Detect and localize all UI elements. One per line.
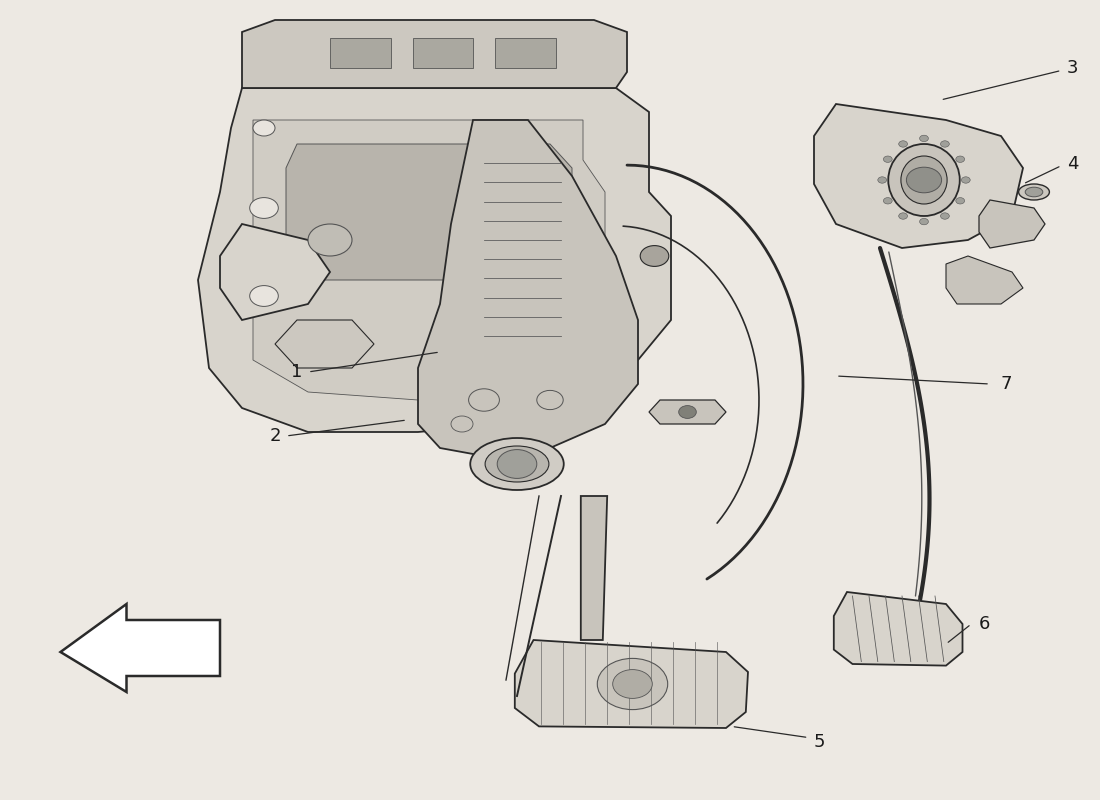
Bar: [330, 38, 390, 68]
Polygon shape: [198, 88, 671, 432]
Circle shape: [956, 156, 965, 162]
Polygon shape: [286, 144, 572, 280]
Polygon shape: [275, 320, 374, 368]
Circle shape: [469, 389, 499, 411]
Polygon shape: [946, 256, 1023, 304]
Circle shape: [940, 213, 949, 219]
Circle shape: [451, 416, 473, 432]
Circle shape: [899, 141, 907, 147]
Circle shape: [920, 135, 928, 142]
Bar: [412, 38, 473, 68]
Circle shape: [308, 224, 352, 256]
Text: 3: 3: [1067, 59, 1078, 77]
Circle shape: [883, 156, 892, 162]
Ellipse shape: [901, 156, 947, 204]
Polygon shape: [515, 640, 748, 728]
Circle shape: [679, 406, 696, 418]
Polygon shape: [979, 200, 1045, 248]
Circle shape: [250, 286, 278, 306]
Circle shape: [920, 218, 928, 225]
Text: 1: 1: [292, 363, 302, 381]
Circle shape: [906, 167, 942, 193]
Bar: [495, 38, 556, 68]
Circle shape: [497, 450, 537, 478]
Circle shape: [961, 177, 970, 183]
Polygon shape: [60, 604, 220, 692]
Circle shape: [640, 246, 669, 266]
Text: 6: 6: [979, 615, 990, 633]
Ellipse shape: [471, 438, 563, 490]
Polygon shape: [418, 120, 638, 456]
Polygon shape: [814, 104, 1023, 248]
Polygon shape: [242, 20, 627, 88]
Text: 7: 7: [1001, 375, 1012, 393]
Polygon shape: [253, 120, 605, 400]
Circle shape: [878, 177, 887, 183]
Circle shape: [250, 198, 278, 218]
Text: 4: 4: [1067, 155, 1078, 173]
Ellipse shape: [485, 446, 549, 482]
Circle shape: [597, 658, 668, 710]
Circle shape: [940, 141, 949, 147]
Text: 2: 2: [270, 427, 280, 445]
Polygon shape: [581, 496, 607, 640]
Text: 5: 5: [814, 734, 825, 751]
Polygon shape: [649, 400, 726, 424]
Ellipse shape: [1025, 187, 1043, 197]
Circle shape: [537, 390, 563, 410]
Polygon shape: [220, 224, 330, 320]
Polygon shape: [834, 592, 962, 666]
Circle shape: [883, 198, 892, 204]
Ellipse shape: [889, 144, 959, 216]
Circle shape: [899, 213, 907, 219]
Circle shape: [956, 198, 965, 204]
Circle shape: [253, 120, 275, 136]
Ellipse shape: [1019, 184, 1049, 200]
Circle shape: [613, 670, 652, 698]
